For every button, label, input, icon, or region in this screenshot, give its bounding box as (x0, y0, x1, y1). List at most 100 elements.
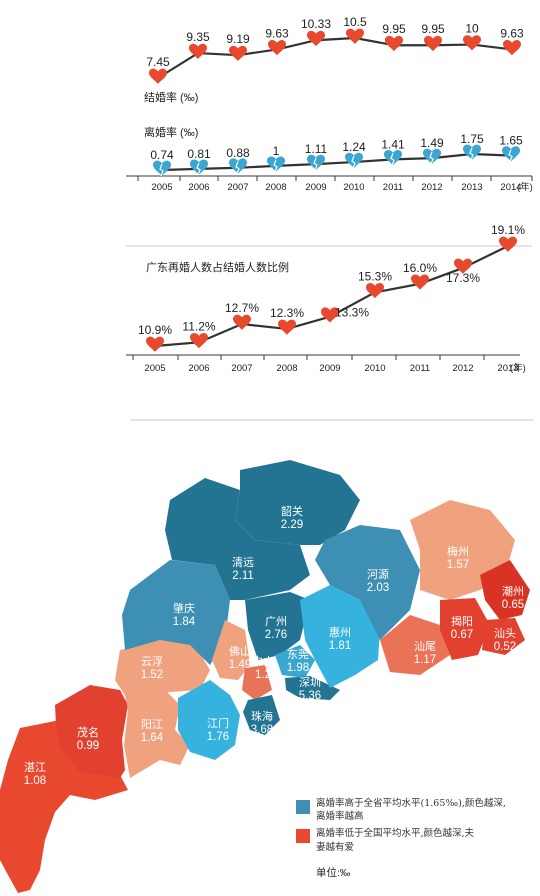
divorce-rate-chart: 离婚率 (‰) 2005 2006 2007 2008 2009 2010 2011 2012… (126, 125, 533, 193)
marriage-line (157, 36, 513, 79)
divorce-broken-heart-marker (267, 156, 285, 173)
legend-swatch-blue (296, 800, 310, 814)
marriage-data-label: 9.63 (265, 26, 289, 40)
map-region-value: 0.65 (502, 599, 524, 611)
map-region-name: 佛山 (229, 645, 251, 658)
remarriage-x-tick-label: 2005 (144, 363, 165, 374)
map-region-value: 1.08 (24, 775, 46, 787)
region-shape-shantou (482, 618, 525, 655)
map-region-value: 1.2 (255, 669, 271, 681)
remarriage-data-label: 13.3% (335, 306, 369, 320)
map-region-name: 河源 (367, 567, 389, 581)
remarriage-data-label: 15.3% (358, 269, 392, 283)
marriage-heart-marker (149, 68, 167, 84)
divorce-data-label: 0.81 (187, 147, 211, 161)
marriage-data-label: 7.45 (146, 55, 170, 69)
divorce-broken-heart-marker (502, 146, 520, 162)
region-shape-maoming (55, 685, 128, 778)
marriage-heart-marker (229, 45, 247, 62)
marriage-data-label: 10.33 (301, 17, 331, 31)
region-shape-guangzhou (245, 592, 310, 660)
divorce-data-label: 1.11 (305, 142, 328, 156)
divorce-broken-heart-marker (345, 152, 363, 169)
region-shape-yunfu (115, 640, 210, 700)
map-region-value: 1.76 (207, 731, 229, 743)
marriage-data-label: 10.5 (343, 15, 367, 29)
map-region-value: 2.29 (281, 519, 303, 531)
legend-unit: 单位:‰ (316, 866, 351, 879)
divorce-x-tick-label: 2010 (343, 182, 364, 193)
remarriage-heart-marker (278, 319, 296, 335)
marriage-heart-marker (307, 30, 325, 47)
divorce-data-label: 1.65 (499, 134, 523, 148)
divorce-x-tick-label: 2011 (383, 182, 403, 193)
map-region-name: 梅州 (447, 544, 469, 558)
marriage-heart-marker (385, 35, 403, 52)
region-shape-zhanjiang (0, 720, 128, 893)
remarriage-x-axis-unit: (年) (510, 362, 526, 374)
remarriage-x-tick-label: 2007 (231, 363, 252, 374)
remarriage-heart-marker (146, 336, 164, 352)
divorce-data-label: 0.74 (150, 148, 174, 162)
map-region-name: 汕头 (494, 627, 516, 640)
divorce-x-tick-label: 2012 (421, 182, 442, 193)
divorce-broken-heart-marker (307, 154, 325, 171)
remarriage-data-label: 19.1% (491, 223, 525, 237)
map-region-name: 湛江 (24, 761, 46, 774)
region-shape-jieyang (440, 598, 490, 660)
remarriage-data-label: 11.2% (182, 319, 215, 333)
region-shape-shanwei (380, 615, 450, 675)
remarriage-share-chart: 广东再婚人数占结婚人数比例 2005 2006 2007 2008 2009 2010 20… (126, 223, 526, 374)
remarriage-x-tick-label: 2008 (276, 363, 297, 374)
remarriage-x-tick-label: 2009 (319, 363, 340, 374)
map-region-name: 珠海 (251, 709, 273, 723)
divorce-broken-heart-marker (229, 158, 247, 175)
marriage-rate-chart: 结婚率 (‰) 7.45 9.35 9.19 9.63 10.33 10.5 9.95 9.9… (144, 15, 524, 104)
legend-red-line1: 离婚率低于全国平均水平,颜色越深,夫 (316, 827, 475, 839)
map-region-name: 肇庆 (173, 601, 195, 615)
map-region-name: 江门 (207, 716, 229, 730)
map-region-value: 1.98 (287, 662, 309, 674)
divorce-broken-heart-marker (153, 160, 171, 177)
divorce-x-tick-label: 2005 (151, 182, 172, 193)
legend-blue-line2: 离婚率越高 (316, 810, 364, 822)
divorce-x-tick-label: 2014 (500, 182, 521, 193)
map-region-value: 1.17 (414, 654, 436, 666)
map-region-value: 1.81 (329, 640, 351, 652)
divorce-x-axis-unit: (年) (517, 181, 533, 193)
marriage-heart-marker (463, 35, 481, 51)
map-region-name: 云浮 (141, 655, 163, 668)
remarriage-data-label: 17.3% (446, 271, 480, 285)
marriage-data-label: 10 (465, 22, 479, 36)
map-region-name: 中山 (252, 655, 274, 668)
map-region-name: 汕尾 (414, 640, 436, 653)
remarriage-heart-marker (411, 274, 429, 290)
map-region-value: 0.67 (451, 629, 473, 641)
remarriage-x-tick-label: 2011 (410, 363, 430, 374)
divorce-data-label: 1.41 (381, 137, 405, 151)
divorce-rate-title: 离婚率 (‰) (144, 125, 198, 139)
remarriage-data-label: 12.7% (225, 301, 259, 315)
legend-swatch-red (296, 829, 310, 843)
map-region-value: 2.76 (265, 629, 287, 641)
map-region-value: 0.99 (77, 740, 99, 752)
region-shape-zhongshan (242, 665, 272, 700)
marriage-heart-marker (503, 40, 521, 56)
region-shape-heyuan (315, 525, 420, 640)
marriage-heart-marker (346, 28, 364, 44)
map-region-value: 1.57 (447, 559, 469, 571)
divorce-broken-heart-marker (384, 150, 402, 166)
map-region-value: 1.84 (173, 616, 196, 628)
divorce-broken-heart-marker (423, 148, 441, 165)
marriage-data-label: 9.63 (500, 26, 524, 40)
marriage-rate-title: 结婚率 (‰) (144, 90, 198, 104)
divorce-data-label: 1 (273, 144, 280, 158)
remarriage-x-tick-label: 2006 (188, 363, 209, 374)
remarriage-data-label: 16.0% (403, 261, 437, 275)
map-region-value: 3.68 (251, 724, 273, 736)
marriage-heart-marker (268, 40, 286, 56)
divorce-x-tick-label: 2007 (227, 182, 248, 193)
divorce-data-label: 1.49 (420, 136, 444, 150)
map-region-value: 1.52 (141, 669, 163, 681)
region-shape-zhuhai (243, 695, 280, 735)
